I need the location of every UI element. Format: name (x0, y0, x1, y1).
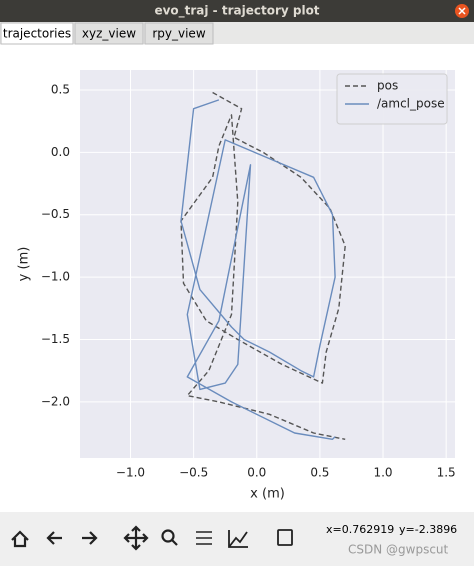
tab[interactable] (144, 22, 214, 45)
tab[interactable] (0, 22, 74, 45)
legend-label: pos (377, 79, 398, 93)
x-tick-label: 1.5 (437, 466, 456, 480)
y-tick-label: −1.5 (41, 332, 70, 346)
tab-label: xyz_view (82, 27, 136, 41)
close-icon (458, 7, 466, 15)
series-line (180, 91, 346, 440)
y-tick-label: 0.5 (51, 82, 70, 96)
window-title: evo_traj - trajectory plot (154, 4, 319, 19)
x-axis-label: x (m) (250, 487, 285, 502)
plot: −1.0 −0.5 0.0 0.5 1.0 1.5 0.5 0.0 −0.5 −1.0 −1.5 −2… (17, 70, 456, 502)
tab-label: rpy_view (152, 27, 205, 41)
x-tick-label: 1.0 (373, 466, 392, 480)
pan-button[interactable] (123, 525, 149, 551)
y-tick-label: −1.0 (41, 270, 70, 284)
tab[interactable] (74, 22, 144, 45)
home-button[interactable] (11, 530, 29, 548)
legend-label: /amcl_pose (377, 97, 445, 111)
x-tick-label: 0.5 (310, 466, 329, 480)
y-tick-label: −0.5 (41, 207, 70, 221)
tab-label: trajectories (3, 27, 71, 41)
y-tick-label: 0.0 (51, 145, 70, 159)
watermark: CSDN @gwpscut (348, 543, 449, 557)
tabs: trajectories xyz_view rpy_view (0, 22, 214, 45)
edit-button[interactable] (228, 530, 248, 548)
title-bar (0, 0, 474, 22)
plot-area (80, 70, 455, 458)
x-tick-label: −1.0 (116, 466, 145, 480)
back-button[interactable] (46, 531, 62, 545)
x-tick-label: −0.5 (179, 466, 208, 480)
zoom-handle (171, 539, 178, 546)
x-tick-label: 0.0 (247, 466, 266, 480)
subplots-button[interactable] (196, 531, 212, 545)
status-y: y=-2.3896 (399, 523, 457, 536)
y-tick-label: −2.0 (41, 394, 70, 408)
toolbar-icons (11, 525, 293, 551)
status-x: x=0.762919 (326, 523, 394, 536)
save-button[interactable] (277, 529, 293, 546)
zoom-button[interactable] (161, 529, 175, 543)
forward-button[interactable] (82, 531, 98, 545)
y-axis-label: y (m) (17, 247, 32, 282)
series-line (180, 99, 336, 440)
